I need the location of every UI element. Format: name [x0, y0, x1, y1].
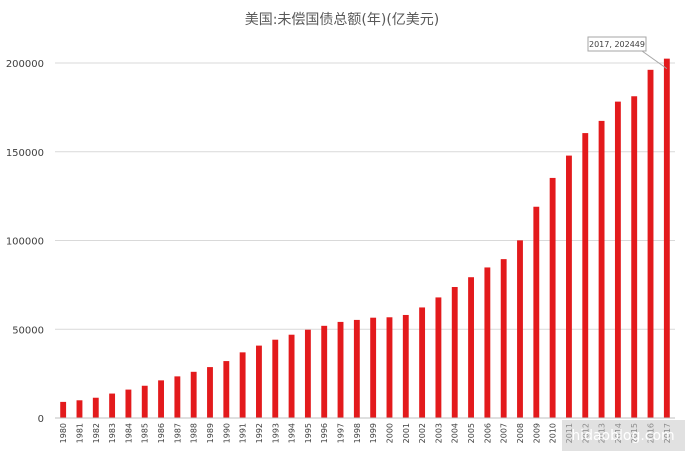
bar-1993 [272, 339, 279, 418]
y-tick-label: 50000 [12, 325, 44, 336]
bar-1991 [239, 352, 246, 418]
x-tick-label: 2006 [483, 423, 492, 443]
bar-1992 [256, 345, 262, 418]
x-tick-label: 1996 [320, 423, 329, 443]
bar-1984 [125, 389, 132, 418]
x-tick-label: 2005 [467, 423, 476, 443]
data-callout: 2017, 202449 [587, 36, 668, 70]
watermark-background [562, 420, 685, 451]
bar-2001 [402, 314, 409, 418]
bar-2009 [533, 206, 540, 418]
bar-1994 [288, 334, 295, 418]
bar-1990 [223, 361, 230, 418]
bar-2003 [435, 297, 442, 418]
x-tick-label: 2010 [549, 423, 558, 443]
bar-1983 [109, 393, 116, 418]
bar-1989 [207, 367, 213, 418]
x-tick-label: 2008 [516, 423, 525, 443]
callout-leader [641, 50, 668, 70]
bar-1995 [304, 329, 311, 418]
bar-2015 [631, 96, 638, 418]
x-tick-label: 1993 [271, 423, 280, 443]
x-tick-label: 1992 [255, 423, 264, 443]
x-tick-label: 1998 [353, 423, 362, 443]
bar-2012 [582, 133, 589, 418]
x-tick-label: 2009 [532, 423, 541, 443]
x-tick-label: 1988 [190, 423, 199, 443]
x-tick-label: 1984 [124, 423, 133, 443]
x-tick-label: 1991 [239, 423, 248, 443]
x-tick-label: 1985 [141, 423, 150, 443]
bar-1981 [76, 400, 83, 418]
bar-1998 [353, 319, 360, 418]
bar-1986 [158, 380, 164, 418]
bar-2002 [419, 307, 426, 418]
x-tick-label: 1995 [304, 423, 313, 443]
y-tick-label: 150000 [6, 148, 44, 159]
x-tick-label: 1994 [288, 423, 297, 443]
y-tick-label: 0 [38, 414, 44, 425]
bar-2013 [598, 120, 605, 418]
bar-2005 [468, 277, 474, 418]
bar-1982 [92, 397, 99, 418]
bar-2014 [614, 101, 621, 419]
x-tick-label: 1990 [222, 423, 231, 443]
bar-1980 [60, 401, 67, 418]
watermark-text: hidaoblog.com [571, 428, 674, 444]
bar-2010 [549, 177, 556, 418]
bar-1988 [190, 371, 197, 418]
bars [60, 58, 670, 419]
x-tick-label: 1997 [337, 423, 346, 443]
callout-label: 2017, 202449 [589, 40, 645, 49]
bar-2017 [663, 58, 670, 419]
x-tick-label: 2001 [402, 423, 411, 443]
bar-2008 [517, 240, 523, 418]
y-axis-ticks: 0 50000 100000 150000 200000 [6, 59, 44, 425]
x-tick-label: 1980 [59, 423, 68, 443]
y-tick-label: 200000 [6, 59, 44, 70]
x-tick-label: 2000 [385, 423, 394, 443]
x-tick-label: 1999 [369, 423, 378, 443]
x-tick-label: 2004 [451, 423, 460, 443]
x-tick-label: 2003 [434, 423, 443, 443]
bar-2016 [647, 69, 654, 418]
x-tick-label: 1986 [157, 423, 166, 443]
chart-title: 美国:未偿国债总额(年)(亿美元) [245, 12, 440, 28]
bar-2007 [500, 259, 507, 418]
bar-1985 [141, 385, 148, 418]
x-tick-label: 2002 [418, 423, 427, 443]
callout-box [587, 36, 647, 52]
x-tick-label: 1982 [92, 423, 101, 443]
y-tick-label: 100000 [6, 237, 44, 248]
bar-1987 [174, 376, 181, 418]
bar-2011 [566, 155, 572, 418]
bar-1997 [337, 321, 344, 418]
bar-2004 [451, 287, 458, 418]
x-tick-label: 1989 [206, 423, 215, 443]
bar-1996 [321, 325, 328, 418]
x-tick-label: 1987 [173, 423, 182, 443]
gridlines [55, 62, 675, 330]
x-tick-label: 1983 [108, 423, 117, 443]
bar-1999 [370, 317, 377, 418]
bar-2006 [484, 267, 491, 418]
x-tick-label: 2007 [500, 423, 509, 443]
bar-2000 [386, 317, 393, 418]
x-tick-label: 1981 [75, 423, 84, 443]
